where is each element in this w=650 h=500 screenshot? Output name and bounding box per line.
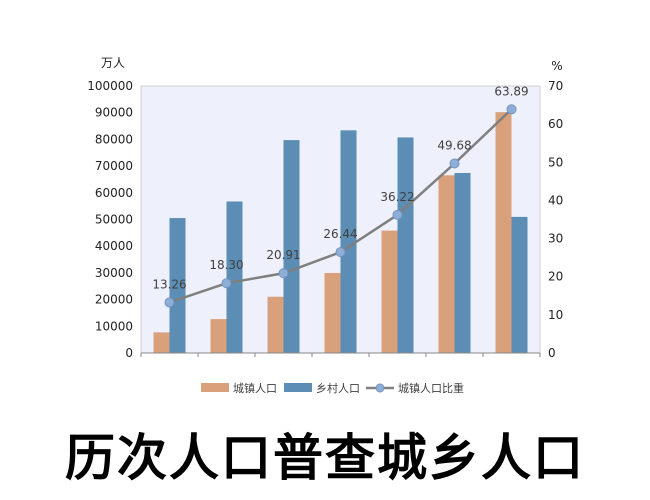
bar-rural-2020 xyxy=(511,216,528,353)
bar-rural-2000 xyxy=(397,137,414,353)
left-tick-label: 30000 xyxy=(95,266,133,280)
right-tick-label: 30 xyxy=(548,232,563,246)
left-tick-label: 40000 xyxy=(95,239,133,253)
right-tick-label: 60 xyxy=(548,117,563,131)
bar-urban-2020 xyxy=(495,112,512,353)
ratio-data-label: 49.68 xyxy=(437,139,471,153)
left-tick-label: 60000 xyxy=(95,186,133,200)
left-tick-label: 20000 xyxy=(95,293,133,307)
legend-marker-ratio xyxy=(375,383,385,393)
right-tick-label: 50 xyxy=(548,155,563,169)
bar-urban-1953 xyxy=(153,332,170,353)
caption: 历次人口普查城乡人口 xyxy=(65,429,585,487)
bar-rural-1990 xyxy=(340,130,357,353)
bar-urban-2000 xyxy=(381,230,398,353)
left-tick-label: 10000 xyxy=(95,319,133,333)
left-tick-label: 0 xyxy=(125,346,133,360)
right-tick-label: 0 xyxy=(548,346,556,360)
chart: 0 10000 20000 30000 40000 50000 60000 70000 8000… xyxy=(87,56,563,395)
right-tick-label: 20 xyxy=(548,270,563,284)
ratio-point-1964 xyxy=(221,278,232,289)
legend-swatch-urban xyxy=(201,383,229,392)
ratio-data-label: 18.30 xyxy=(209,258,243,272)
bar-urban-1990 xyxy=(324,272,341,353)
ratio-data-label: 63.89 xyxy=(494,84,528,98)
right-tick-label: 10 xyxy=(548,308,563,322)
legend-label-rural: 乡村人口 xyxy=(316,381,360,395)
legend-label-urban: 城镇人口 xyxy=(233,381,277,395)
legend-label-ratio: 城镇人口比重 xyxy=(398,381,464,395)
bars xyxy=(153,112,528,353)
left-tick-label: 100000 xyxy=(87,79,133,93)
legend-swatch-rural xyxy=(284,383,312,392)
right-tick-label: 40 xyxy=(548,193,563,207)
right-axis-unit: % xyxy=(551,59,562,73)
ratio-point-1990 xyxy=(335,247,346,258)
ratio-point-2010 xyxy=(449,158,460,169)
left-tick-label: 50000 xyxy=(95,213,133,227)
left-tick-label: 70000 xyxy=(95,159,133,173)
bar-rural-2010 xyxy=(454,173,471,353)
bar-rural-1982 xyxy=(283,140,300,353)
right-axis-ticks: 0 10 20 30 40 50 60 70 xyxy=(548,79,563,360)
ratio-data-label: 36.22 xyxy=(380,190,414,204)
left-tick-label: 80000 xyxy=(95,132,133,146)
left-axis-ticks: 0 10000 20000 30000 40000 50000 60000 70000 8000… xyxy=(87,79,133,360)
bar-urban-1982 xyxy=(267,296,284,353)
ratio-data-label: 26.44 xyxy=(323,227,357,241)
left-axis-unit: 万人 xyxy=(101,56,125,70)
x-axis xyxy=(140,352,541,357)
bar-rural-1964 xyxy=(226,201,243,353)
left-tick-label: 90000 xyxy=(95,106,133,120)
legend: 城镇人口 乡村人口 城镇人口比重 xyxy=(201,381,464,395)
ratio-data-label: 13.26 xyxy=(152,277,186,291)
bar-rural-1953 xyxy=(169,218,186,353)
ratio-data-label: 20.91 xyxy=(266,248,300,262)
ratio-point-2020 xyxy=(506,104,517,115)
bar-urban-1964 xyxy=(210,319,227,353)
line-series: 13.26 18.30 20.91 26.44 36.22 49.68 63.89 xyxy=(152,84,529,308)
ratio-point-1982 xyxy=(278,268,289,279)
right-tick-label: 70 xyxy=(548,79,563,93)
ratio-point-2000 xyxy=(392,209,403,220)
ratio-point-1953 xyxy=(164,297,175,308)
bar-urban-2010 xyxy=(438,175,455,353)
